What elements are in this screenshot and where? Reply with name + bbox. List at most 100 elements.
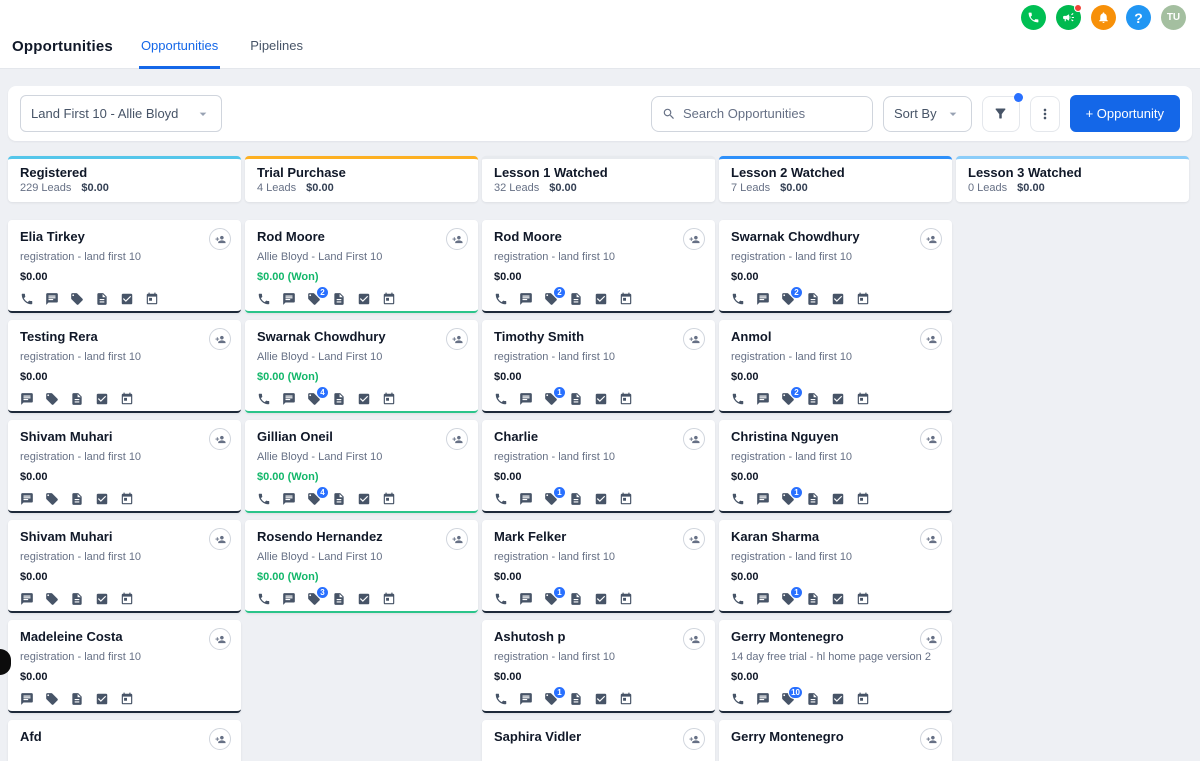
opportunity-card[interactable]: Gerry Montenegro: [719, 720, 952, 761]
user-avatar[interactable]: TU: [1161, 5, 1186, 30]
task-icon[interactable]: [95, 692, 109, 706]
task-icon[interactable]: [594, 492, 608, 506]
tag-icon[interactable]: 1: [544, 686, 566, 706]
calendar-icon[interactable]: [120, 492, 134, 506]
phone-icon[interactable]: [257, 492, 271, 506]
chat-icon[interactable]: [20, 692, 34, 706]
opportunity-card[interactable]: Gerry Montenegro 14 day free trial - hl h…: [719, 620, 952, 713]
calendar-icon[interactable]: [856, 692, 870, 706]
calendar-icon[interactable]: [619, 692, 633, 706]
opportunity-card[interactable]: Rod Moore registration - land first 10 $0.…: [482, 220, 715, 313]
opportunity-card[interactable]: Swarnak Chowdhury registration - land fir…: [719, 220, 952, 313]
note-icon[interactable]: [332, 492, 346, 506]
calendar-icon[interactable]: [145, 292, 159, 306]
opportunity-card[interactable]: Christina Nguyen registration - land firs…: [719, 420, 952, 513]
tag-icon[interactable]: [45, 492, 59, 506]
assign-owner-button[interactable]: [209, 628, 231, 650]
phone-icon[interactable]: [257, 392, 271, 406]
task-icon[interactable]: [831, 492, 845, 506]
phone-icon[interactable]: [257, 592, 271, 606]
opportunity-card[interactable]: Karan Sharma registration - land first 10…: [719, 520, 952, 613]
phone-icon[interactable]: [731, 692, 745, 706]
assign-owner-button[interactable]: [683, 428, 705, 450]
chat-icon[interactable]: [282, 392, 296, 406]
assign-owner-button[interactable]: [683, 328, 705, 350]
assign-owner-button[interactable]: [446, 528, 468, 550]
opportunity-card[interactable]: Mark Felker registration - land first 10 $…: [482, 520, 715, 613]
tag-icon[interactable]: 2: [307, 286, 329, 306]
chat-icon[interactable]: [519, 692, 533, 706]
task-icon[interactable]: [95, 592, 109, 606]
opportunity-card[interactable]: Rod Moore Allie Bloyd - Land First 10 $0.0…: [245, 220, 478, 313]
task-icon[interactable]: [831, 692, 845, 706]
task-icon[interactable]: [594, 392, 608, 406]
note-icon[interactable]: [569, 392, 583, 406]
opportunity-card[interactable]: Elia Tirkey registration - land first 10 $…: [8, 220, 241, 313]
note-icon[interactable]: [332, 392, 346, 406]
chat-icon[interactable]: [756, 492, 770, 506]
sidebar-toggle-handle[interactable]: [0, 649, 11, 675]
chat-icon[interactable]: [519, 492, 533, 506]
note-icon[interactable]: [569, 692, 583, 706]
note-icon[interactable]: [332, 592, 346, 606]
opportunity-card[interactable]: Saphira Vidler: [482, 720, 715, 761]
phone-icon[interactable]: [494, 492, 508, 506]
tag-icon[interactable]: [45, 392, 59, 406]
tag-icon[interactable]: 1: [781, 586, 803, 606]
tag-icon[interactable]: 2: [544, 286, 566, 306]
more-options-button[interactable]: [1029, 95, 1060, 132]
help-icon[interactable]: ?: [1126, 5, 1151, 30]
phone-icon[interactable]: [494, 392, 508, 406]
task-icon[interactable]: [831, 392, 845, 406]
phone-icon[interactable]: [494, 692, 508, 706]
phone-icon[interactable]: [731, 292, 745, 306]
task-icon[interactable]: [120, 292, 134, 306]
phone-icon[interactable]: [494, 592, 508, 606]
calendar-icon[interactable]: [120, 592, 134, 606]
phone-icon[interactable]: [257, 292, 271, 306]
calendar-icon[interactable]: [120, 392, 134, 406]
assign-owner-button[interactable]: [683, 628, 705, 650]
assign-owner-button[interactable]: [446, 428, 468, 450]
opportunity-card[interactable]: Swarnak Chowdhury Allie Bloyd - Land Firs…: [245, 320, 478, 413]
chat-icon[interactable]: [519, 392, 533, 406]
task-icon[interactable]: [95, 492, 109, 506]
chat-icon[interactable]: [282, 292, 296, 306]
calendar-icon[interactable]: [856, 492, 870, 506]
task-icon[interactable]: [95, 392, 109, 406]
task-icon[interactable]: [594, 292, 608, 306]
assign-owner-button[interactable]: [683, 728, 705, 750]
opportunity-card[interactable]: Shivam Muhari registration - land first 1…: [8, 420, 241, 513]
task-icon[interactable]: [594, 592, 608, 606]
note-icon[interactable]: [569, 492, 583, 506]
opportunity-card[interactable]: Madeleine Costa registration - land first…: [8, 620, 241, 713]
chat-icon[interactable]: [20, 392, 34, 406]
tag-icon[interactable]: 10: [781, 686, 803, 706]
add-opportunity-button[interactable]: + Opportunity: [1069, 95, 1180, 132]
tag-icon[interactable]: 1: [544, 486, 566, 506]
note-icon[interactable]: [569, 592, 583, 606]
phone-icon[interactable]: [1021, 5, 1046, 30]
task-icon[interactable]: [357, 492, 371, 506]
note-icon[interactable]: [806, 592, 820, 606]
opportunity-card[interactable]: Gillian Oneil Allie Bloyd - Land First 10…: [245, 420, 478, 513]
note-icon[interactable]: [806, 392, 820, 406]
tag-icon[interactable]: 1: [544, 586, 566, 606]
assign-owner-button[interactable]: [920, 728, 942, 750]
calendar-icon[interactable]: [856, 292, 870, 306]
chat-icon[interactable]: [519, 292, 533, 306]
chat-icon[interactable]: [519, 592, 533, 606]
chat-icon[interactable]: [756, 692, 770, 706]
phone-icon[interactable]: [731, 592, 745, 606]
tag-icon[interactable]: 1: [781, 486, 803, 506]
task-icon[interactable]: [357, 292, 371, 306]
tag-icon[interactable]: [45, 692, 59, 706]
task-icon[interactable]: [357, 592, 371, 606]
phone-icon[interactable]: [494, 292, 508, 306]
opportunity-card[interactable]: Testing Rera registration - land first 10…: [8, 320, 241, 413]
calendar-icon[interactable]: [619, 292, 633, 306]
chat-icon[interactable]: [45, 292, 59, 306]
tag-icon[interactable]: 2: [781, 286, 803, 306]
task-icon[interactable]: [831, 592, 845, 606]
note-icon[interactable]: [70, 392, 84, 406]
